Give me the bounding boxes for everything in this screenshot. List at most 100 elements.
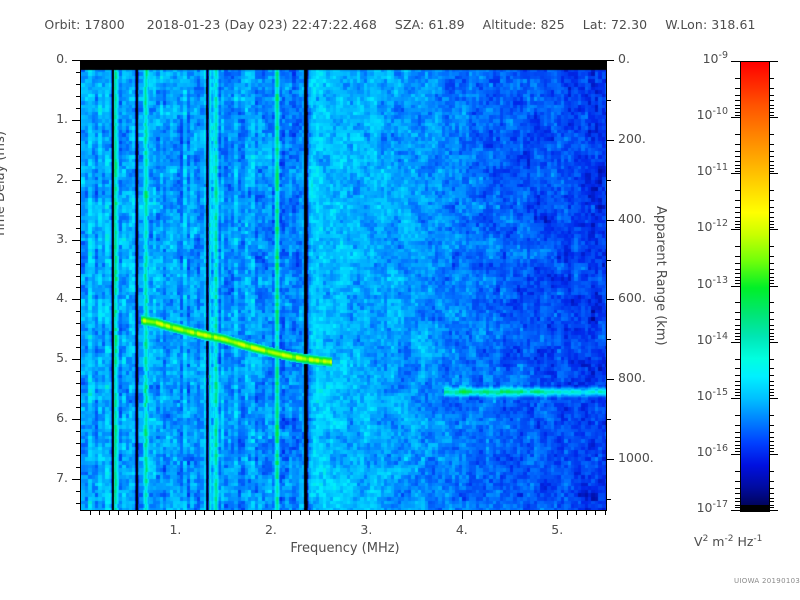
cbar-tick-minor bbox=[735, 451, 740, 453]
xtick-minor bbox=[547, 510, 549, 515]
cbar-tick-major-right bbox=[769, 285, 778, 287]
header-wlon-value: 318.61 bbox=[711, 16, 756, 32]
y2tick-major bbox=[606, 299, 614, 301]
ytick-minor bbox=[76, 167, 80, 169]
cbar-tick-minor-right bbox=[769, 385, 774, 387]
xtick-major bbox=[270, 510, 272, 519]
xtick-minor bbox=[471, 510, 473, 515]
ytick-label: 1. bbox=[56, 110, 68, 126]
cbar-tick-minor-right bbox=[769, 380, 774, 382]
cbar-tick-minor bbox=[735, 104, 740, 106]
ytick-major bbox=[72, 419, 80, 421]
unit-m: m bbox=[712, 534, 725, 550]
cbar-tick-minor-right bbox=[769, 263, 774, 265]
cbar-tick-label: 10-12 bbox=[666, 218, 728, 234]
xtick-minor bbox=[480, 510, 482, 515]
cbar-tick-major-right bbox=[769, 173, 778, 175]
cbar-tick-label: 10-17 bbox=[666, 499, 728, 515]
cbar-tick-minor bbox=[735, 392, 740, 394]
cbar-tick-minor-right bbox=[769, 150, 774, 152]
ytick-minor bbox=[76, 323, 80, 325]
cbar-mantissa: 10 bbox=[696, 500, 713, 516]
cbar-tick-minor bbox=[735, 246, 740, 248]
unit-hz-exp: -1 bbox=[753, 534, 763, 544]
spectrogram-plot-area bbox=[80, 60, 607, 511]
cbar-exponent: -13 bbox=[712, 274, 728, 286]
ytick-minor bbox=[76, 395, 80, 397]
credit-stamp: UIOWA 20190103 bbox=[734, 577, 800, 585]
header-info-bar: Orbit: 17800 2018-01-23 (Day 023) 22:47:22… bbox=[0, 0, 800, 48]
cbar-tick-minor-right bbox=[769, 336, 774, 338]
xtick-minor bbox=[223, 510, 225, 515]
cbar-tick-minor bbox=[735, 282, 740, 284]
cbar-tick-minor bbox=[735, 164, 740, 166]
cbar-exponent: -9 bbox=[718, 50, 728, 61]
xtick-minor bbox=[595, 510, 597, 515]
cbar-tick-minor-right bbox=[769, 480, 774, 482]
cbar-tick-major bbox=[731, 510, 740, 511]
xtick-minor bbox=[414, 510, 416, 515]
cbar-tick-major-right bbox=[769, 117, 778, 119]
cbar-tick-minor-right bbox=[769, 436, 774, 438]
xtick-minor bbox=[519, 510, 521, 515]
y2tick-minor bbox=[606, 419, 611, 421]
cbar-tick-minor-right bbox=[769, 212, 774, 214]
xtick-major bbox=[175, 510, 177, 519]
cbar-tick-minor bbox=[735, 150, 740, 152]
cbar-tick-major-right bbox=[769, 229, 778, 231]
xtick-minor bbox=[108, 510, 110, 515]
ytick-minor bbox=[76, 491, 80, 493]
cbar-tick-minor-right bbox=[769, 207, 774, 209]
xtick-minor bbox=[280, 510, 282, 515]
y2tick-major bbox=[606, 459, 614, 461]
cbar-tick-minor bbox=[735, 329, 740, 331]
ytick-minor bbox=[76, 335, 80, 337]
xtick-minor bbox=[538, 510, 540, 515]
xtick-minor bbox=[204, 510, 206, 515]
cbar-tick-minor bbox=[735, 94, 740, 96]
cbar-tick-minor-right bbox=[769, 156, 774, 158]
cbar-tick-major-right bbox=[769, 61, 778, 62]
cbar-tick-minor-right bbox=[769, 104, 774, 106]
cbar-tick-major bbox=[731, 453, 740, 455]
y2tick-label: 400. bbox=[618, 210, 646, 226]
ytick-minor bbox=[76, 287, 80, 289]
unit-v-exp: 2 bbox=[702, 534, 709, 544]
ytick-major bbox=[72, 359, 80, 361]
cbar-tick-minor bbox=[735, 268, 740, 270]
xtick-label: 4. bbox=[455, 522, 468, 537]
cbar-tick-label: 10-11 bbox=[666, 162, 728, 178]
xtick-minor bbox=[566, 510, 568, 515]
cbar-mantissa: 10 bbox=[696, 219, 713, 235]
xtick-minor bbox=[213, 510, 215, 515]
cbar-tick-minor bbox=[735, 487, 740, 489]
cbar-tick-minor bbox=[735, 280, 740, 282]
ytick-major bbox=[72, 299, 80, 301]
xtick-minor bbox=[452, 510, 454, 515]
y2tick-label: 0. bbox=[618, 51, 630, 66]
cbar-tick-minor-right bbox=[769, 431, 774, 433]
cbar-tick-minor bbox=[735, 445, 740, 447]
cbar-mantissa: 10 bbox=[696, 387, 713, 403]
xtick-label: 2. bbox=[264, 522, 277, 537]
xtick-minor bbox=[232, 510, 234, 515]
y2tick-major bbox=[606, 219, 614, 221]
cbar-tick-major bbox=[731, 117, 740, 119]
ytick-minor bbox=[76, 227, 80, 229]
cbar-exponent: -10 bbox=[712, 106, 728, 118]
ytick-minor bbox=[76, 431, 80, 433]
cbar-tick-minor bbox=[735, 170, 740, 172]
cbar-tick-minor bbox=[735, 200, 740, 202]
xtick-minor bbox=[290, 510, 291, 515]
cbar-tick-minor-right bbox=[769, 223, 774, 225]
cbar-tick-minor-right bbox=[769, 441, 774, 443]
header-altitude: Altitude: 825 bbox=[483, 17, 565, 32]
header-datetime: 2018-01-23 (Day 023) 22:47:22.468 bbox=[143, 17, 377, 32]
header-altitude-label: Altitude: bbox=[482, 16, 537, 32]
cbar-tick-minor-right bbox=[769, 389, 774, 391]
cbar-tick-minor bbox=[735, 226, 740, 228]
cbar-tick-minor bbox=[735, 507, 740, 509]
xtick-minor bbox=[242, 510, 244, 515]
cbar-tick-major-right bbox=[769, 397, 778, 399]
ytick-minor bbox=[76, 71, 80, 73]
